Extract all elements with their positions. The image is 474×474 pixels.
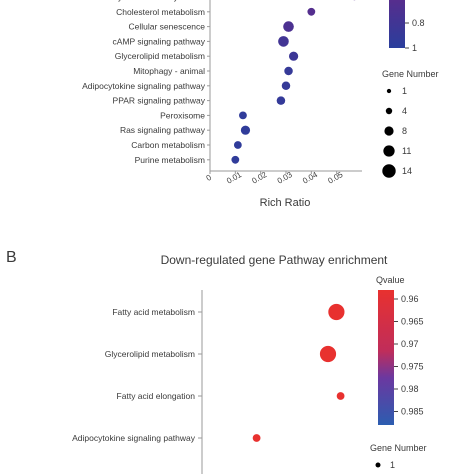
panel-b-colorbar-tick-label: 0.97 — [401, 339, 419, 349]
panel-a-size-legend-title: Gene Number — [382, 69, 439, 79]
panel-a-category-label: Adipocytokine signaling pathway — [82, 81, 206, 91]
panel-a-size-legend-label: 11 — [402, 146, 411, 156]
panel-b-point — [252, 434, 261, 442]
panel-b-colorbar-title: Qvalue — [376, 275, 405, 285]
panel-a-size-legend-dot — [385, 107, 393, 115]
panel-a-point — [231, 155, 240, 164]
panel-b-point — [336, 392, 345, 400]
panel-a-size-legend-dot — [384, 126, 394, 136]
panel-a-point — [281, 81, 291, 91]
panel-a-point — [307, 7, 316, 16]
panel-b-title: Down-regulated gene Pathway enrichment — [161, 253, 388, 267]
panel-b-colorbar-tick-label: 0.975 — [401, 362, 424, 372]
panel-b-size-legend-title: Gene Number — [370, 443, 427, 453]
panel-b-colorbar-tick-label: 0.98 — [401, 384, 419, 394]
panel-a-x-tick-label: 0.02 — [250, 170, 268, 186]
panel-a-size-legend-label: 1 — [402, 86, 407, 96]
panel-a-category-label: Peroxisome — [160, 110, 205, 120]
panel-a-point — [284, 66, 293, 76]
panel-b-chart: Down-regulated gene Pathway enrichment F… — [72, 253, 427, 474]
panel-b-point — [319, 345, 337, 363]
panel-a-point — [233, 141, 242, 149]
panel-a-category-label: Carbon metabolism — [131, 140, 205, 150]
panel-a-category-label: cAMP signaling pathway — [113, 36, 206, 46]
panel-a-colorbar-tick-label: 0.8 — [412, 18, 425, 28]
panel-b-size-legend-dot — [375, 462, 381, 468]
panel-a-category-label: Purine metabolism — [135, 155, 205, 165]
panel-a-size-legend-label: 14 — [402, 166, 412, 176]
panel-a-colorbar-tick-label: 1 — [412, 43, 417, 53]
panel-b-size-legend-label: 1 — [390, 460, 395, 470]
panel-b-category-label: Glycerolipid metabolism — [105, 349, 195, 359]
panel-b-colorbar-tick-label: 0.96 — [401, 294, 419, 304]
panel-a-x-tick-label: 0.03 — [276, 170, 294, 186]
panel-a-x-tick-label: 0 — [205, 173, 214, 183]
panel-a-size-legend-label: 4 — [402, 106, 407, 116]
panel-a-x-axis-title: Rich Ratio — [260, 197, 311, 209]
panel-a-x-tick-label: 0.01 — [225, 170, 243, 186]
panel-a-x-tick-label: 0.04 — [301, 170, 319, 186]
panel-a-point — [278, 36, 289, 47]
panel-b-point — [328, 303, 345, 321]
panel-a-chart: Primary bile acid biosynthesis Cholestero… — [82, 0, 439, 209]
panel-a-point — [283, 21, 294, 32]
panel-b-category-label: Adipocytokine signaling pathway — [72, 433, 196, 443]
panel-a-category-label: PPAR signaling pathway — [113, 96, 206, 106]
panel-a-size-legend-dot — [382, 164, 396, 178]
panel-a-category-label: Primary bile acid biosynthesis — [93, 0, 205, 2]
panel-a-size-legend-dot — [386, 88, 392, 94]
panel-a-category-label: Mitophagy - animal — [133, 66, 205, 76]
panel-a-point — [239, 111, 247, 120]
panel-a-size-legend-label: 8 — [402, 126, 407, 136]
panel-b-category-label: Fatty acid metabolism — [112, 307, 195, 317]
panel-a-category-label: Cellular senescence — [128, 22, 205, 32]
panel-b-colorbar-tick-label: 0.985 — [401, 407, 424, 417]
panel-a-size-legend-dot — [383, 145, 395, 157]
panel-b-letter: B — [6, 249, 17, 266]
panel-a-category-label: Cholesterol metabolism — [116, 7, 205, 17]
panel-b-colorbar-tick-label: 0.965 — [401, 317, 424, 327]
panel-a-category-label: Glycerolipid metabolism — [115, 51, 205, 61]
panel-b-colorbar — [378, 290, 394, 425]
panel-a-category-label: Ras signaling pathway — [120, 125, 206, 135]
panel-a-point — [240, 125, 251, 135]
panel-a-colorbar — [389, 0, 405, 48]
panel-a-point — [289, 51, 299, 61]
panel-b-category-label: Fatty acid elongation — [117, 391, 196, 401]
panel-a-x-tick-label: 0.05 — [326, 170, 344, 186]
panel-a-point — [276, 96, 286, 105]
